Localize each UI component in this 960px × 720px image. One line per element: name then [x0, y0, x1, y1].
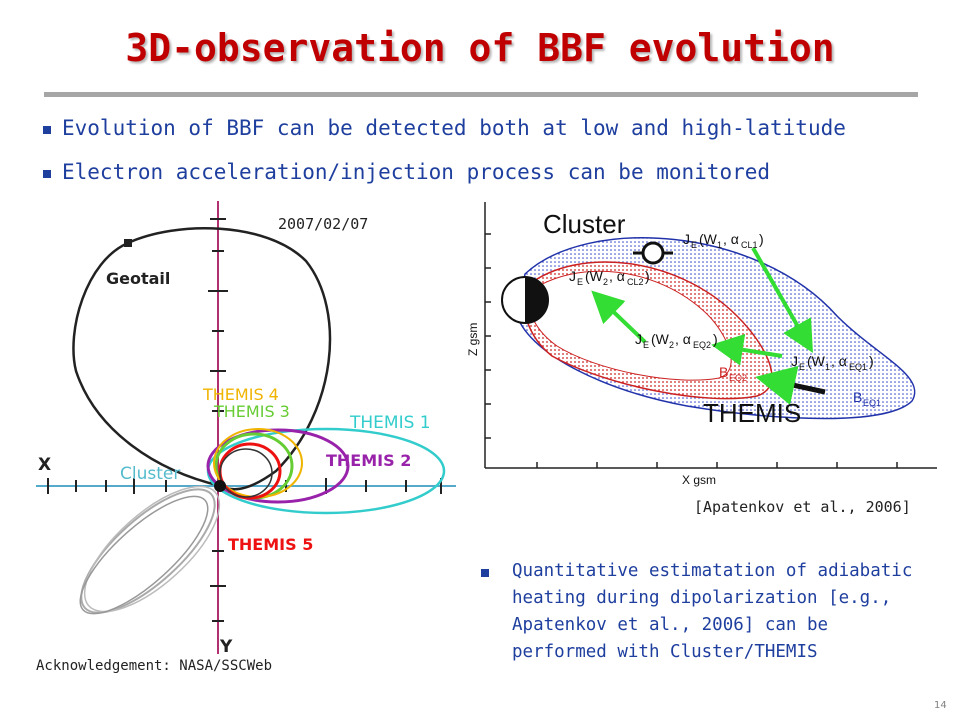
svg-text:(W: (W [651, 331, 670, 347]
quantitative-bullet-text: Quantitative estimatation of adiabatic h… [512, 561, 913, 662]
bullet-square-icon [481, 569, 489, 577]
svg-text:E: E [643, 340, 649, 350]
svg-text:EQ1: EQ1 [849, 362, 867, 372]
bullet-item: Evolution of BBF can be detected both at… [40, 116, 846, 160]
cluster-orbit-label: Cluster [120, 464, 181, 484]
bullet-square-icon [43, 126, 51, 134]
svg-text:2: 2 [669, 340, 674, 350]
title-divider [44, 92, 918, 97]
svg-text:2: 2 [603, 277, 608, 287]
svg-text:Z gsm: Z gsm [466, 323, 480, 356]
svg-text:X gsm: X gsm [682, 473, 716, 487]
themis3-label: THEMIS 3 [214, 402, 290, 421]
bullet-list: Evolution of BBF can be detected both at… [40, 116, 846, 204]
geotail-label: Geotail [106, 269, 171, 288]
svg-text:(W: (W [807, 353, 826, 369]
citation: [Apatenkov et al., 2006] [694, 498, 911, 516]
svg-text:EQ2: EQ2 [693, 340, 711, 350]
y-axis-label: Y [220, 637, 233, 657]
bullet-square-icon [43, 170, 51, 178]
svg-text:CL1: CL1 [741, 240, 758, 250]
date-label: 2007/02/07 [278, 215, 369, 233]
svg-text:B: B [853, 389, 862, 405]
svg-text:(W: (W [585, 268, 604, 284]
themis4-label: THEMIS 4 [203, 385, 279, 404]
svg-text:): ) [759, 231, 764, 247]
field-line-svg: Cluster THEMIS J E (W 1 , α CL1 ) J E (W… [466, 202, 937, 487]
themis2-label: THEMIS 2 [326, 451, 412, 470]
svg-text:Cluster: Cluster [543, 209, 626, 239]
page-number: 14 [934, 700, 947, 711]
quantitative-bullet: Quantitative estimatation of adiabatic h… [478, 558, 958, 666]
svg-text:J: J [569, 268, 576, 284]
svg-text:EQ2: EQ2 [729, 373, 747, 383]
x-axis-label: X [38, 455, 52, 475]
svg-text:1: 1 [825, 362, 830, 372]
themis5-label: THEMIS 5 [228, 535, 314, 554]
svg-text:E: E [799, 362, 805, 372]
svg-text:): ) [645, 268, 650, 284]
slide-title: 3D-observation of BBF evolution [125, 26, 835, 70]
svg-text:): ) [869, 353, 874, 369]
svg-text:THEMIS: THEMIS [703, 398, 801, 428]
svg-text:, α: , α [723, 231, 739, 247]
svg-text:B: B [719, 364, 728, 380]
svg-text:J: J [635, 331, 642, 347]
acknowledgement: Acknowledgement: NASA/SSCWeb [36, 658, 273, 674]
bullet-item: Electron acceleration/injection process … [40, 160, 846, 204]
orbit-plot-image: 2007/02/07 Geotail THEMIS 4 THEMIS 3 THE… [36, 201, 456, 657]
svg-text:): ) [713, 331, 718, 347]
svg-text:J: J [683, 231, 690, 247]
bullet-text: Electron acceleration/injection process … [62, 160, 771, 184]
svg-text:E: E [691, 240, 697, 250]
field-line-diagram: Cluster THEMIS J E (W 1 , α CL1 ) J E (W… [457, 196, 947, 496]
svg-text:J: J [791, 353, 798, 369]
svg-text:(W: (W [699, 231, 718, 247]
bullet-text: Evolution of BBF can be detected both at… [62, 116, 846, 140]
svg-text:CL2: CL2 [627, 277, 644, 287]
svg-text:, α: , α [609, 268, 625, 284]
orbit-plot-svg [36, 201, 456, 654]
svg-text:, α: , α [675, 331, 691, 347]
themis1-label: THEMIS 1 [350, 413, 431, 433]
svg-text:, α: , α [831, 353, 847, 369]
svg-text:1: 1 [717, 240, 722, 250]
svg-text:EQ1: EQ1 [863, 398, 881, 408]
svg-text:E: E [577, 277, 583, 287]
